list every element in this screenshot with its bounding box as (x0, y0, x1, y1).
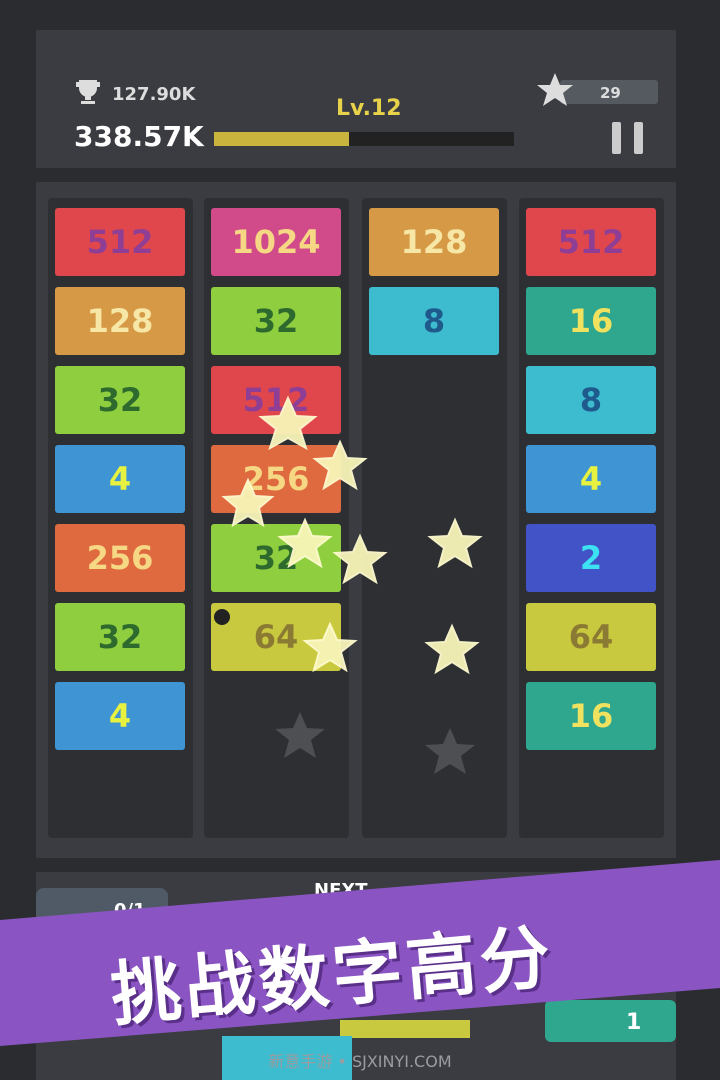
tile: 512 (526, 208, 656, 276)
column[interactable]: 128 8 (362, 198, 507, 838)
best-score: 127.90K (112, 84, 196, 105)
bomb-icon (214, 609, 230, 625)
tile: 4 (526, 445, 656, 513)
pause-button[interactable] (634, 122, 643, 154)
tile: 16 (526, 682, 656, 750)
trophy-icon (76, 80, 100, 104)
tile: 64 (526, 603, 656, 671)
star-count: 29 (600, 84, 621, 102)
current-tile (222, 1036, 352, 1080)
watermark: 新意手游 • SJXINYI.COM (268, 1052, 452, 1071)
tile: 128 (369, 208, 499, 276)
progress-fill (214, 132, 349, 146)
next-tile (340, 1020, 470, 1038)
tile: 4 (55, 682, 185, 750)
column[interactable]: 512 16 8 4 2 64 16 (519, 198, 664, 838)
tile: 4 (55, 445, 185, 513)
tile: 1024 (211, 208, 341, 276)
tile: 32 (211, 287, 341, 355)
pause-button[interactable] (612, 122, 621, 154)
score: 338.57K (74, 120, 204, 153)
tile: 32 (55, 366, 185, 434)
extra-button[interactable] (545, 1000, 676, 1042)
tile: 8 (526, 366, 656, 434)
star-icon (537, 73, 573, 106)
tile: 256 (211, 445, 341, 513)
level: Lv.12 (336, 96, 402, 121)
star-bar (560, 80, 658, 104)
tile: 256 (55, 524, 185, 592)
tile: 32 (55, 603, 185, 671)
tile: 128 (55, 287, 185, 355)
progress-track (214, 132, 514, 146)
column[interactable]: 512 128 32 4 256 32 4 (48, 198, 193, 838)
tile: 8 (369, 287, 499, 355)
tile: 512 (55, 208, 185, 276)
extra-count: 1 (626, 1010, 642, 1035)
tile: 16 (526, 287, 656, 355)
tile: 2 (526, 524, 656, 592)
